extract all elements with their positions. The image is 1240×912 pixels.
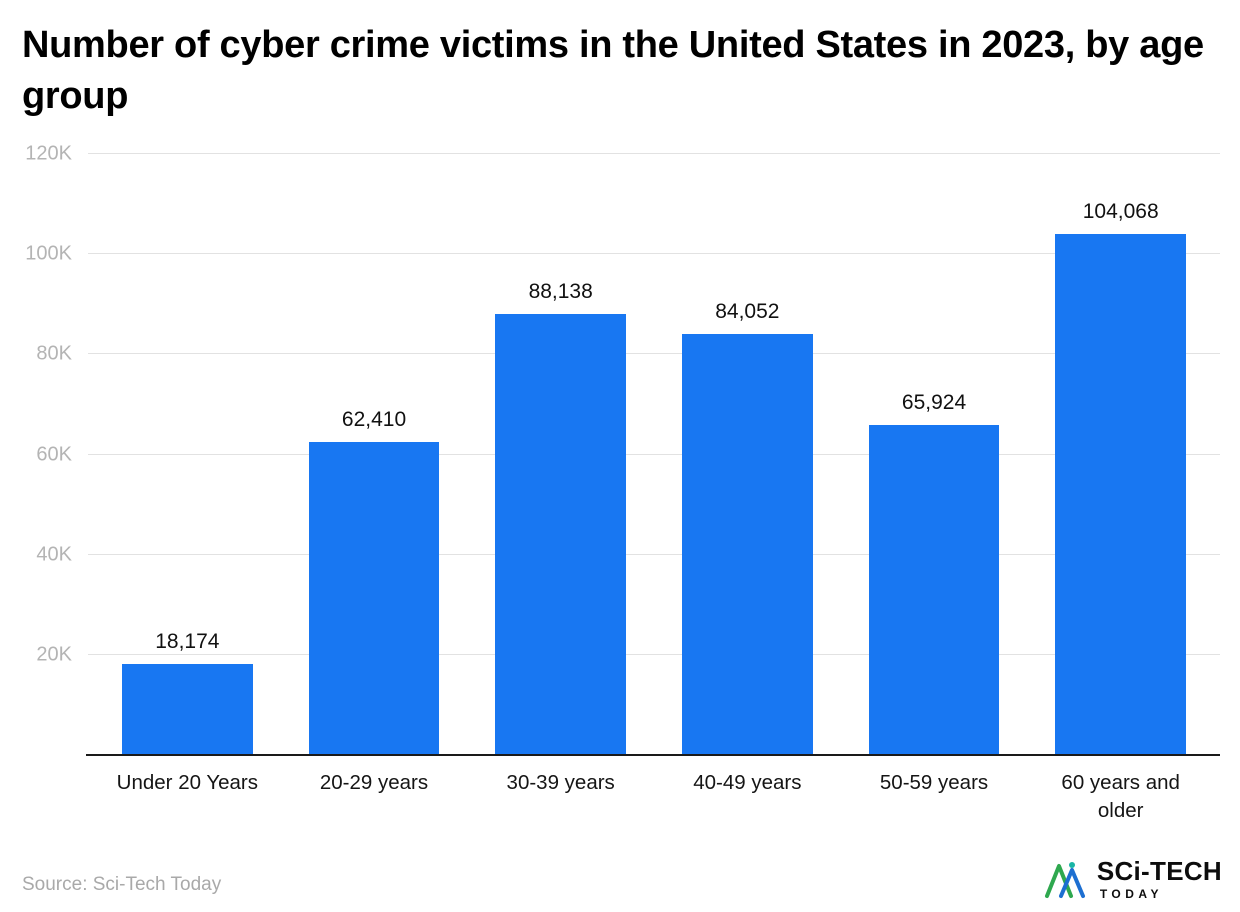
gridline (88, 353, 1220, 355)
bar[interactable] (1055, 233, 1187, 755)
bar-value-label: 104,068 (1082, 199, 1159, 223)
gridline (88, 553, 1220, 555)
bars: 18,174 Under 20 Years 62,410 20-29 years 88,… (88, 154, 1220, 822)
bar-group: 104,068 60 years and older (1027, 154, 1214, 822)
x-axis-label: Under 20 Years (116, 771, 258, 794)
y-tick-label: 60K (36, 443, 72, 465)
bar-value-label: 88,138 (528, 279, 593, 303)
bar[interactable] (308, 442, 440, 755)
bar[interactable] (122, 663, 253, 755)
gridline (88, 253, 1220, 255)
logo-brand: SCi-TECH (1096, 856, 1222, 886)
bar-value-label: 18,174 (155, 629, 220, 653)
bar-group: 84,052 40-49 years (654, 154, 841, 794)
y-tick-label: 120K (25, 142, 72, 165)
x-axis-label: 40-49 years (693, 771, 802, 794)
source-label: Source: Sci-Tech Today (22, 874, 222, 895)
bar-value-label: 84,052 (715, 300, 780, 324)
bar-value-label: 65,924 (901, 390, 967, 414)
plot-area: 18,174 Under 20 Years 62,410 20-29 years 88,… (25, 143, 1220, 822)
y-tick-label: 80K (36, 342, 72, 365)
scitech-logo[interactable]: SCi-TECH TODAY (1044, 858, 1222, 900)
bar-value-label: 62,410 (341, 408, 407, 432)
bar[interactable] (868, 424, 1000, 755)
bar-group: 65,924 50-59 years (841, 154, 1028, 794)
gridline (88, 653, 1220, 655)
chart-title: Number of cyber crime victims in the Uni… (22, 24, 1204, 117)
bar-group: 18,174 Under 20 Years (94, 154, 281, 794)
gridline (88, 453, 1220, 455)
logo-sub: TODAY (1099, 887, 1163, 901)
y-tick-label: 100K (25, 242, 72, 265)
x-axis-label: 50-59 years (879, 771, 989, 794)
bar-group: 88,138 30-39 years (467, 154, 654, 794)
y-tick-label: 40K (36, 543, 72, 566)
gridline (88, 153, 1220, 154)
x-axis-label: 60 years and older (1061, 771, 1180, 822)
bar[interactable] (495, 313, 626, 755)
bar[interactable] (682, 334, 813, 755)
scitech-logo-icon (1044, 862, 1085, 898)
logo-text: SCi-TECH TODAY (1097, 858, 1222, 900)
x-axis-line (86, 754, 1220, 756)
x-axis-label: 20-29 years (319, 771, 429, 794)
y-tick-label: 20K (36, 643, 72, 666)
x-axis-label: 30-39 years (506, 771, 615, 794)
bar-group: 62,410 20-29 years (281, 154, 468, 794)
